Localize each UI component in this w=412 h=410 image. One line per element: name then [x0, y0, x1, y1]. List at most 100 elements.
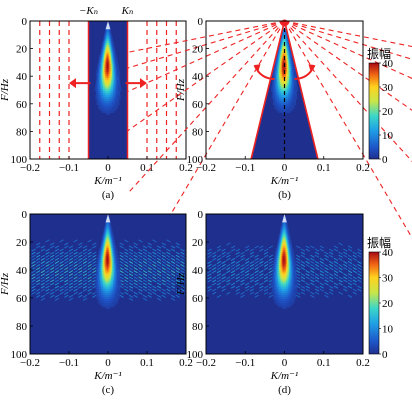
- energy-cell: [118, 280, 121, 282]
- x-tick-label: 0: [105, 357, 111, 369]
- energy-cell: [116, 101, 120, 103]
- energy-cell: [113, 242, 115, 244]
- y-axis-label: F/Hz: [0, 272, 11, 296]
- y-tick-label: 40: [192, 71, 204, 83]
- energy-cell: [293, 272, 296, 274]
- x-tick-label: 0.1: [140, 162, 154, 174]
- y-tick-label: 100: [11, 154, 28, 166]
- y-tick-label: 0: [198, 209, 204, 221]
- y-tick-label: 60: [192, 99, 204, 111]
- colorbar-ramp: [369, 63, 379, 159]
- energy-cell: [295, 283, 298, 285]
- energy-cell: [118, 74, 121, 76]
- energy-cell: [294, 278, 297, 280]
- energy-cell: [115, 57, 117, 59]
- x-tick-label: 0.1: [317, 357, 331, 369]
- energy-cell: [291, 107, 295, 109]
- energy-cell: [294, 266, 297, 268]
- y-tick-label: 80: [16, 126, 28, 138]
- energy-cell: [293, 287, 297, 289]
- x-tick-label: 0: [105, 162, 111, 174]
- y-tick-label: 80: [16, 321, 28, 333]
- energy-cell: [114, 53, 116, 55]
- energy-cell: [292, 254, 294, 256]
- label-minus-kn: −Kₙ: [79, 5, 98, 17]
- energy-cell: [110, 225, 111, 227]
- y-tick-label: 60: [16, 293, 28, 305]
- energy-cell: [111, 37, 112, 39]
- energy-cell: [110, 223, 111, 225]
- colorbar-tick-label: 20: [382, 298, 394, 310]
- energy-cell: [292, 252, 294, 254]
- energy-cell: [115, 248, 117, 250]
- y-tick-label: 20: [16, 44, 28, 56]
- colorbar-tick-label: 20: [382, 106, 394, 118]
- energy-cell: [117, 289, 121, 291]
- energy-cell: [115, 250, 117, 252]
- energy-cell: [287, 305, 291, 307]
- energy-cell: [115, 252, 117, 254]
- energy-cell: [292, 295, 296, 297]
- energy-cell: [294, 84, 297, 86]
- energy-cell: [290, 299, 294, 301]
- energy-cell: [290, 244, 292, 246]
- energy-cell: [293, 91, 296, 93]
- label-kn: Kₙ: [121, 5, 134, 17]
- energy-cell: [114, 299, 118, 301]
- energy-cell: [117, 95, 121, 97]
- energy-cell: [291, 248, 293, 250]
- panel-label: (c): [102, 384, 115, 396]
- energy-cell: [294, 82, 297, 84]
- colorbar-tick-label: 30: [382, 273, 394, 285]
- energy-cell: [110, 305, 114, 307]
- colorbar-tick-label: 10: [382, 130, 394, 142]
- energy-cell: [294, 280, 297, 282]
- energy-cell: [117, 70, 120, 72]
- energy-cell: [113, 49, 115, 51]
- energy-cell: [286, 223, 287, 225]
- energy-cell: [287, 227, 288, 229]
- y-tick-label: 60: [192, 293, 204, 305]
- x-tick-label: 0.1: [140, 357, 154, 369]
- energy-cell: [294, 97, 298, 99]
- energy-cell: [110, 31, 111, 33]
- energy-cell: [111, 232, 112, 234]
- energy-cell: [114, 301, 118, 303]
- energy-cell: [118, 86, 121, 88]
- energy-cell: [293, 256, 295, 258]
- energy-cell: [117, 262, 120, 264]
- energy-cell: [282, 307, 286, 309]
- energy-cell: [292, 250, 294, 252]
- energy-cell: [111, 39, 112, 41]
- y-tick-label: 100: [11, 349, 28, 361]
- x-axis-label: K/m⁻¹: [93, 370, 121, 382]
- energy-cell: [117, 274, 120, 276]
- x-axis-label: K/m⁻¹: [270, 175, 298, 187]
- energy-cell: [117, 285, 120, 287]
- energy-cell: [116, 62, 118, 64]
- energy-cell: [294, 95, 298, 97]
- panel-label: (d): [278, 384, 291, 396]
- energy-cell: [113, 244, 115, 246]
- energy-cell: [112, 303, 116, 305]
- y-tick-label: 0: [22, 209, 28, 221]
- x-tick-label: −0.1: [59, 357, 79, 369]
- energy-cell: [114, 107, 118, 109]
- energy-cell: [294, 289, 298, 291]
- energy-cell: [115, 55, 117, 57]
- energy-cell: [116, 270, 119, 272]
- energy-cell: [113, 43, 115, 45]
- energy-cell: [293, 76, 296, 78]
- y-tick-label: 60: [16, 99, 28, 111]
- energy-cell: [116, 256, 118, 258]
- energy-cell: [118, 88, 121, 90]
- energy-cell: [113, 51, 115, 53]
- energy-cell: [117, 276, 120, 278]
- energy-cell: [117, 291, 121, 293]
- energy-cell: [290, 246, 292, 248]
- energy-cell: [106, 113, 110, 115]
- energy-cell: [293, 260, 295, 262]
- energy-cell: [113, 238, 115, 240]
- energy-cell: [289, 238, 291, 240]
